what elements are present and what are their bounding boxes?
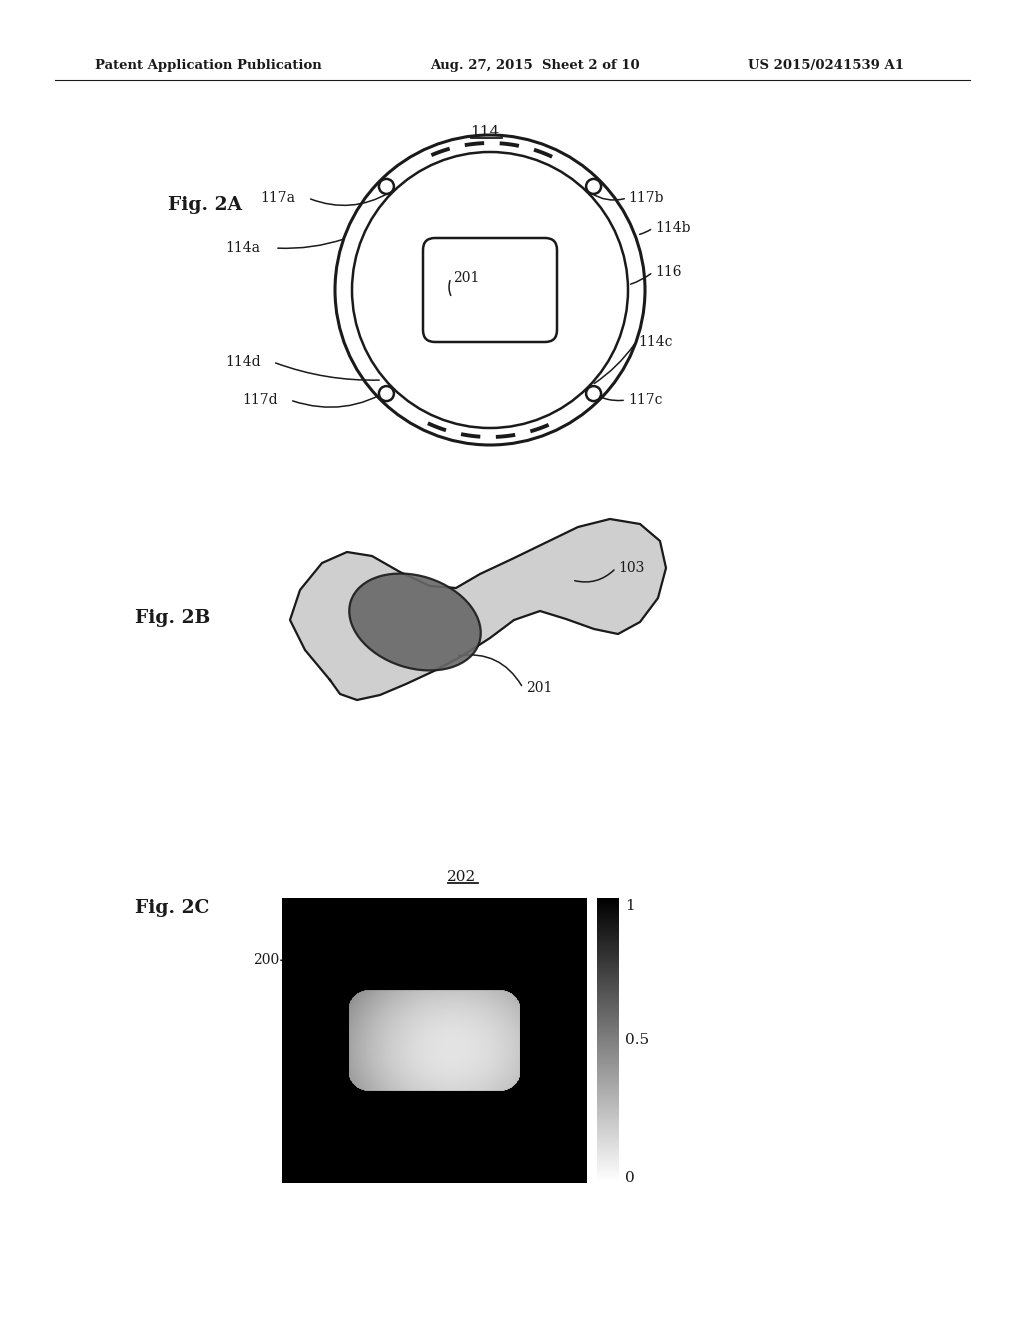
Circle shape [586, 385, 601, 401]
Text: Patent Application Publication: Patent Application Publication [95, 58, 322, 71]
Text: Aug. 27, 2015  Sheet 2 of 10: Aug. 27, 2015 Sheet 2 of 10 [430, 58, 640, 71]
Circle shape [379, 385, 394, 401]
Text: 117d: 117d [242, 393, 278, 407]
Text: Fig. 2C: Fig. 2C [135, 899, 209, 917]
Text: 201: 201 [526, 681, 552, 696]
Text: 114b: 114b [655, 220, 690, 235]
Text: 114d: 114d [225, 355, 261, 370]
Ellipse shape [349, 573, 480, 671]
Text: 201: 201 [453, 271, 479, 285]
Text: 117a: 117a [260, 191, 295, 205]
Text: 117c: 117c [628, 393, 663, 407]
Text: 103: 103 [618, 561, 644, 576]
Text: Fig. 2A: Fig. 2A [168, 195, 242, 214]
Text: 202: 202 [447, 870, 476, 884]
Text: Fig. 2B: Fig. 2B [135, 609, 210, 627]
Polygon shape [290, 519, 666, 700]
Bar [282, 898, 587, 1183]
Text: 0: 0 [625, 1171, 635, 1185]
Text: 114a: 114a [225, 242, 260, 255]
Text: 114c: 114c [638, 335, 673, 348]
Text: US 2015/0241539 A1: US 2015/0241539 A1 [748, 58, 904, 71]
Circle shape [379, 180, 394, 194]
Text: 114: 114 [470, 125, 500, 139]
Circle shape [586, 180, 601, 194]
Text: 1: 1 [625, 899, 635, 913]
Text: 0.5: 0.5 [625, 1034, 649, 1047]
Text: 200: 200 [253, 953, 280, 968]
Text: 117b: 117b [628, 191, 664, 205]
Text: 116: 116 [655, 265, 682, 279]
